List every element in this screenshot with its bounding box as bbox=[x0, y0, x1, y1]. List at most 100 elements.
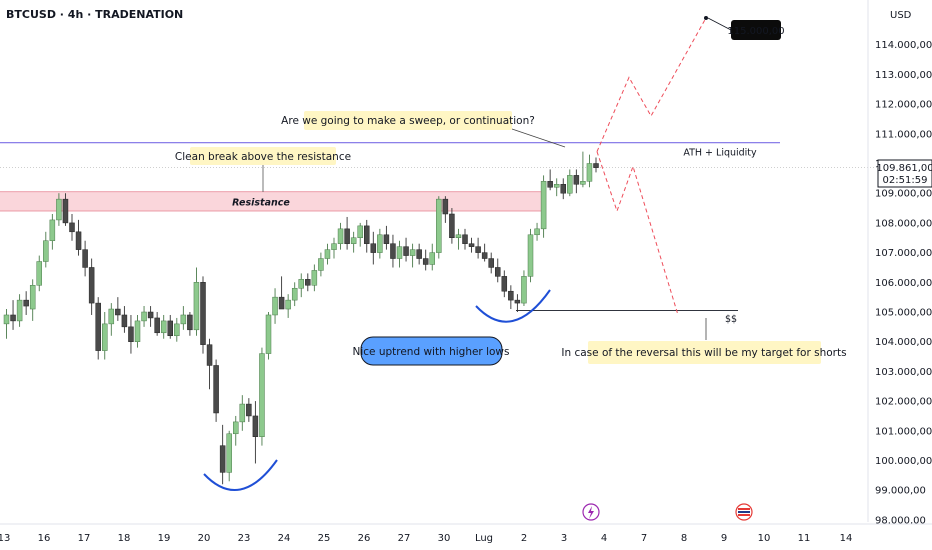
price-tick-label: 105.000,00 bbox=[875, 308, 932, 319]
target-tag-pointer bbox=[707, 17, 732, 31]
candle bbox=[82, 240, 88, 277]
candle bbox=[69, 213, 75, 241]
candle-body bbox=[364, 225, 370, 244]
candle-body bbox=[501, 276, 508, 292]
candle-body bbox=[88, 267, 95, 304]
candle bbox=[23, 291, 29, 315]
candle bbox=[88, 258, 95, 315]
candle-body bbox=[573, 175, 580, 185]
candle-body bbox=[409, 249, 416, 256]
price-axis[interactable]: USD 98.000,00 99.000,00 100.000,00 101.000,… bbox=[867, 0, 932, 526]
candle bbox=[95, 297, 101, 360]
candle-body bbox=[226, 433, 232, 473]
candle-body bbox=[370, 243, 377, 253]
candle-body bbox=[174, 323, 180, 337]
target-price-tag[interactable]: 115.000,00 bbox=[727, 20, 785, 40]
time-tick-label: 4 bbox=[601, 533, 607, 544]
candle-body bbox=[252, 415, 259, 437]
candle bbox=[252, 401, 259, 464]
price-tick-label: 111.000,00 bbox=[875, 129, 932, 140]
candle bbox=[278, 276, 285, 310]
flag-icon[interactable] bbox=[735, 503, 753, 521]
candle-body bbox=[102, 323, 108, 351]
candle-body bbox=[36, 261, 42, 286]
candle-body bbox=[436, 198, 442, 253]
candle-body bbox=[422, 258, 429, 265]
candle bbox=[272, 288, 278, 324]
time-tick-label: Lug bbox=[475, 533, 493, 544]
candle bbox=[586, 154, 593, 188]
candle bbox=[350, 231, 357, 253]
candle bbox=[481, 243, 488, 262]
candle bbox=[259, 347, 265, 446]
candle bbox=[495, 258, 501, 283]
candle bbox=[134, 314, 141, 348]
candle bbox=[121, 306, 128, 333]
time-tick-label: 17 bbox=[78, 533, 91, 544]
candle-body bbox=[449, 213, 455, 239]
candle bbox=[265, 312, 272, 360]
price-tick-label: 99.000,00 bbox=[875, 486, 926, 497]
time-axis[interactable]: 13 16 17 18 19 20 23 24 25 26 27 30 Lug 2 3 4 7 8 9 10 11 14 bbox=[0, 523, 932, 544]
candle-body bbox=[193, 282, 200, 331]
candle-body bbox=[311, 270, 318, 286]
callout-uptrend-bg bbox=[360, 336, 503, 366]
candle-body bbox=[481, 252, 488, 259]
time-tick-label: 24 bbox=[278, 533, 291, 544]
candle-body bbox=[547, 181, 553, 188]
candle bbox=[141, 306, 147, 327]
candle-body bbox=[429, 252, 435, 265]
callout-reversal-bg bbox=[588, 341, 821, 364]
callout-break[interactable]: Clean break above the resistance bbox=[175, 147, 351, 192]
candle bbox=[147, 306, 154, 327]
candle-body bbox=[337, 228, 344, 244]
candle-body bbox=[82, 249, 88, 268]
price-tick-label: 107.000,00 bbox=[875, 248, 932, 259]
candle-body bbox=[514, 299, 521, 304]
candle bbox=[593, 157, 599, 173]
candle-body bbox=[246, 403, 252, 417]
candle bbox=[75, 219, 82, 256]
candle bbox=[501, 270, 508, 298]
candle-body bbox=[521, 276, 527, 304]
higher-low-arc-left bbox=[203, 459, 278, 491]
candle-body bbox=[468, 243, 475, 247]
candle-body bbox=[278, 296, 285, 310]
candle bbox=[534, 222, 540, 241]
candle bbox=[449, 208, 455, 244]
candle bbox=[108, 303, 115, 336]
candle-body bbox=[187, 314, 193, 331]
time-tick-label: 18 bbox=[118, 533, 131, 544]
callout-sweep[interactable]: Are we going to make a sweep, or continu… bbox=[281, 111, 566, 148]
candle bbox=[318, 252, 324, 277]
candle bbox=[390, 234, 396, 268]
price-tick-label: 109.000,00 bbox=[875, 189, 932, 200]
candle-body bbox=[350, 237, 357, 244]
candle bbox=[298, 273, 304, 298]
candle-body bbox=[383, 234, 390, 244]
candle-body bbox=[285, 299, 291, 310]
candle-body bbox=[455, 234, 462, 238]
candle-body bbox=[259, 353, 265, 437]
candle bbox=[344, 216, 350, 250]
ath-label: ATH + Liquidity bbox=[683, 148, 757, 159]
candle-body bbox=[567, 175, 573, 194]
candle bbox=[160, 314, 167, 339]
candle bbox=[527, 228, 534, 283]
lightning-icon[interactable] bbox=[582, 503, 600, 521]
candle bbox=[187, 312, 193, 336]
candle bbox=[174, 317, 180, 342]
candle-body bbox=[206, 344, 213, 366]
candle-body bbox=[298, 279, 304, 289]
callout-reversal-text: In case of the reversal this will be my … bbox=[561, 347, 846, 359]
candle-body bbox=[265, 314, 272, 354]
candle bbox=[462, 228, 468, 250]
callout-reversal[interactable]: In case of the reversal this will be my … bbox=[561, 341, 847, 364]
candle-body bbox=[180, 314, 187, 325]
price-tick-label: 102.000,00 bbox=[875, 397, 932, 408]
candle-body bbox=[396, 246, 403, 259]
candle bbox=[167, 314, 173, 339]
callout-uptrend[interactable]: Nice uptrend with higher lows bbox=[352, 336, 510, 366]
